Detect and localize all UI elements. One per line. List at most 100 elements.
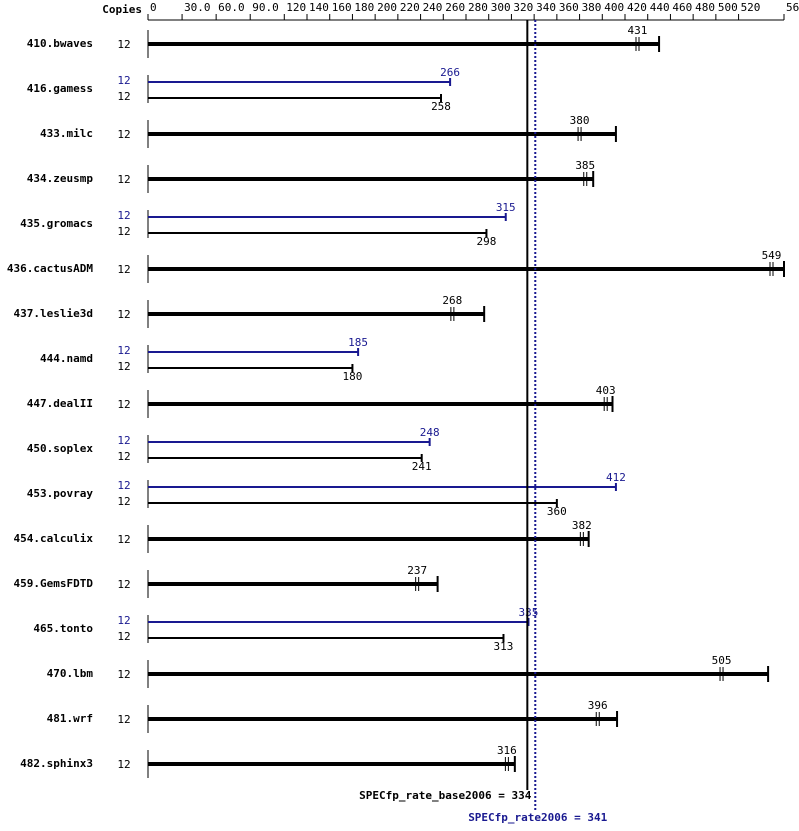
benchmark-name: 410.bwaves (27, 37, 93, 50)
x-tick-label: 260 (445, 1, 465, 14)
x-tick-label: 400 (604, 1, 624, 14)
value-label: 266 (440, 66, 460, 79)
copies: 12 (117, 263, 130, 276)
bar-range (148, 402, 613, 406)
x-tick-label: 320 (513, 1, 533, 14)
copies: 12 (117, 614, 130, 627)
x-tick-label: 380 (582, 1, 602, 14)
x-tick-label: 180 (354, 1, 374, 14)
value-label: 549 (762, 249, 782, 262)
value-label: 248 (420, 426, 440, 439)
value-label: 403 (596, 384, 616, 397)
copies: 12 (117, 668, 130, 681)
value-label: 298 (477, 235, 497, 248)
value-label: 268 (442, 294, 462, 307)
x-tick-label: 520 (741, 1, 761, 14)
x-tick-label: 220 (400, 1, 420, 14)
x-tick-label: 360 (559, 1, 579, 14)
value-label: 360 (547, 505, 567, 518)
benchmark-name: 481.wrf (47, 712, 93, 725)
value-label: 335 (519, 606, 539, 619)
x-tick-label: 340 (536, 1, 556, 14)
copies: 12 (117, 38, 130, 51)
x-tick-label: 160 (332, 1, 352, 14)
benchmark-name: 470.lbm (47, 667, 94, 680)
copies: 12 (117, 173, 130, 186)
copies: 12 (117, 225, 130, 238)
bar-range (148, 267, 784, 271)
benchmark-name: 465.tonto (33, 622, 93, 635)
x-tick-label: 200 (377, 1, 397, 14)
value-label: 382 (572, 519, 592, 532)
benchmark-name: 447.dealII (27, 397, 93, 410)
value-label: 316 (497, 744, 517, 757)
value-label: 412 (606, 471, 626, 484)
value-label: 258 (431, 100, 451, 113)
benchmark-name: 454.calculix (14, 532, 94, 545)
x-tick-label: 420 (627, 1, 647, 14)
copies: 12 (117, 713, 130, 726)
benchmark-name: 450.soplex (27, 442, 94, 455)
value-label: 380 (570, 114, 590, 127)
copies: 12 (117, 209, 130, 222)
x-tick-label: 460 (672, 1, 692, 14)
benchmark-name: 444.namd (40, 352, 93, 365)
reference-label: SPECfp_rate_base2006 = 334 (359, 789, 532, 802)
copies: 12 (117, 630, 130, 643)
copies: 12 (117, 758, 130, 771)
copies: 12 (117, 533, 130, 546)
bar-range (148, 717, 618, 721)
benchmark-name: 437.leslie3d (14, 307, 93, 320)
copies: 12 (117, 308, 130, 321)
bar-range (148, 672, 769, 676)
value-label: 431 (628, 24, 648, 37)
copies: 12 (117, 495, 130, 508)
value-label: 385 (575, 159, 595, 172)
benchmark-name: 434.zeusmp (27, 172, 94, 185)
benchmark-name: 433.milc (40, 127, 93, 140)
copies: 12 (117, 90, 130, 103)
x-tick-label: 240 (423, 1, 443, 14)
value-label: 241 (412, 460, 432, 473)
x-tick-label: 30.0 (184, 1, 211, 14)
x-tick-label: 280 (468, 1, 488, 14)
copies: 12 (117, 74, 130, 87)
bar-range (148, 177, 594, 181)
bar-range (148, 42, 660, 46)
bar-range (148, 312, 485, 316)
value-label: 185 (348, 336, 368, 349)
copies: 12 (117, 450, 130, 463)
x-tick-label: 560 (786, 1, 799, 14)
bar-range (148, 762, 515, 766)
benchmark-name: 459.GemsFDTD (14, 577, 94, 590)
benchmark-name: 482.sphinx3 (20, 757, 93, 770)
x-tick-label: 0 (150, 1, 157, 14)
copies: 12 (117, 578, 130, 591)
x-tick-label: 120 (286, 1, 306, 14)
value-label: 505 (712, 654, 732, 667)
value-label: 237 (407, 564, 427, 577)
bar-range (148, 537, 589, 541)
x-tick-label: 440 (650, 1, 670, 14)
benchmark-name: 453.povray (27, 487, 94, 500)
x-tick-label: 300 (491, 1, 511, 14)
x-tick-label: 500 (718, 1, 738, 14)
value-label: 315 (496, 201, 516, 214)
copies: 12 (117, 434, 130, 447)
value-label: 313 (494, 640, 514, 653)
copies: 12 (117, 479, 130, 492)
reference-label: SPECfp_rate2006 = 341 (468, 811, 607, 824)
value-label: 180 (342, 370, 362, 383)
benchmark-name: 416.gamess (27, 82, 93, 95)
x-tick-label: 90.0 (252, 1, 279, 14)
copies: 12 (117, 344, 130, 357)
bar-range (148, 582, 438, 586)
benchmark-name: 435.gromacs (20, 217, 93, 230)
copies: 12 (117, 360, 130, 373)
x-tick-label: 480 (695, 1, 715, 14)
benchmark-name: 436.cactusADM (7, 262, 93, 275)
copies: 12 (117, 128, 130, 141)
copies-header: Copies (102, 3, 142, 16)
